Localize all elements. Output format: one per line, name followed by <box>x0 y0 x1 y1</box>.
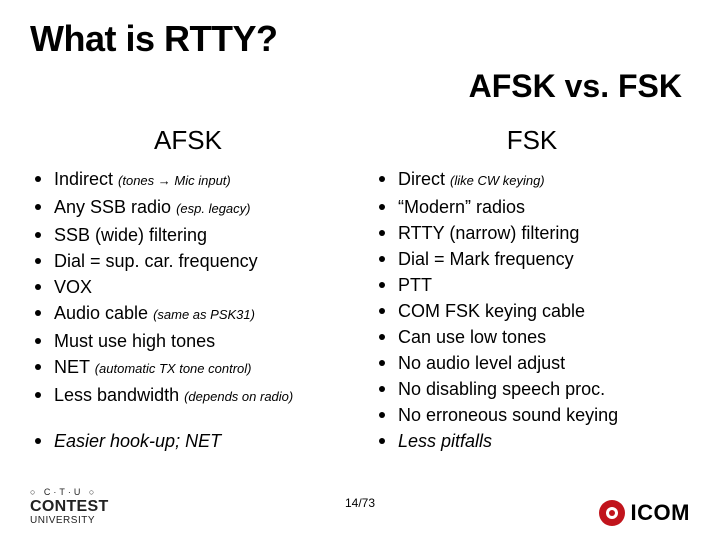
list-item: Dial = sup. car. frequency <box>30 248 346 274</box>
list-item: Must use high tones <box>30 328 346 354</box>
subtitle: AFSK vs. FSK <box>30 68 690 105</box>
list-item-text: Dial = sup. car. frequency <box>54 251 258 271</box>
list-item-text: Any SSB radio <box>54 197 176 217</box>
list-item-text: “Modern” radios <box>398 197 525 217</box>
icom-logo: ICOM <box>599 500 690 526</box>
list-item: Direct (like CW keying) <box>374 166 690 194</box>
bullet-icon <box>379 256 385 262</box>
list-item-note: (same as PSK31) <box>153 307 255 322</box>
list-item-note: (like CW keying) <box>450 173 545 188</box>
list-item: COM FSK keying cable <box>374 298 690 324</box>
icom-circle-icon <box>599 500 625 526</box>
bullet-icon <box>35 204 41 210</box>
right-column: FSK Direct (like CW keying) “Modern” radi… <box>374 125 690 454</box>
list-item-note: (tones → Mic input) <box>118 173 231 188</box>
left-list: Indirect (tones → Mic input)Any SSB radi… <box>30 166 346 454</box>
list-item-text: RTTY (narrow) filtering <box>398 223 579 243</box>
list-item: Dial = Mark frequency <box>374 246 690 272</box>
bullet-icon <box>379 412 385 418</box>
list-item-text: No erroneous sound keying <box>398 405 618 425</box>
list-item: VOX <box>30 274 346 300</box>
list-item-text: VOX <box>54 277 92 297</box>
list-item: No audio level adjust <box>374 350 690 376</box>
list-item: RTTY (narrow) filtering <box>374 220 690 246</box>
list-item-text: Less pitfalls <box>398 431 492 451</box>
bullet-icon <box>35 438 41 444</box>
list-item-text: Less bandwidth <box>54 385 184 405</box>
list-item-text: Dial = Mark frequency <box>398 249 574 269</box>
list-item-text: Easier hook-up; NET <box>54 431 221 451</box>
bullet-icon <box>379 438 385 444</box>
bullet-icon <box>379 230 385 236</box>
bullet-icon <box>379 176 385 182</box>
bullet-icon <box>35 310 41 316</box>
right-heading: FSK <box>374 125 690 156</box>
list-item-text: PTT <box>398 275 432 295</box>
bullet-icon <box>35 364 41 370</box>
list-item: PTT <box>374 272 690 298</box>
list-item-text: Can use low tones <box>398 327 546 347</box>
left-heading: AFSK <box>30 125 346 156</box>
list-item-note: (automatic TX tone control) <box>95 361 252 376</box>
list-item-text: COM FSK keying cable <box>398 301 585 321</box>
right-list: Direct (like CW keying) “Modern” radios RT… <box>374 166 690 454</box>
bullet-icon <box>35 338 41 344</box>
list-item-text: Indirect <box>54 169 118 189</box>
slide: What is RTTY? AFSK vs. FSK AFSK Indirect… <box>0 0 720 540</box>
bullet-icon <box>379 360 385 366</box>
list-item-text: Audio cable <box>54 303 153 323</box>
list-item: Any SSB radio (esp. legacy) <box>30 194 346 222</box>
list-item-text: No audio level adjust <box>398 353 565 373</box>
left-column: AFSK Indirect (tones → Mic input)Any SSB… <box>30 125 346 454</box>
ctu-big: CONTEST <box>30 499 109 516</box>
bullet-icon <box>35 176 41 182</box>
list-item: Can use low tones <box>374 324 690 350</box>
list-item-text: NET <box>54 357 95 377</box>
ctu-sub: UNIVERSITY <box>30 516 109 527</box>
bullet-icon <box>35 232 41 238</box>
list-item-text: SSB (wide) filtering <box>54 225 207 245</box>
page-title: What is RTTY? <box>30 18 690 60</box>
bullet-icon <box>379 334 385 340</box>
list-item: Less bandwidth (depends on radio) <box>30 382 346 410</box>
list-item: NET (automatic TX tone control) <box>30 354 346 382</box>
list-item-note: (esp. legacy) <box>176 201 250 216</box>
list-item: Indirect (tones → Mic input) <box>30 166 346 194</box>
list-item: SSB (wide) filtering <box>30 222 346 248</box>
icom-text: ICOM <box>631 500 690 526</box>
list-item: Audio cable (same as PSK31) <box>30 300 346 328</box>
list-item: “Modern” radios <box>374 194 690 220</box>
ctu-logo: ○ C·T·U ○ CONTEST UNIVERSITY <box>30 488 109 526</box>
list-item: Less pitfalls <box>374 428 690 454</box>
bullet-icon <box>379 308 385 314</box>
list-item-text: Direct <box>398 169 450 189</box>
list-item-text: Must use high tones <box>54 331 215 351</box>
list-item-note: (depends on radio) <box>184 389 293 404</box>
list-item: Easier hook-up; NET <box>30 428 346 454</box>
bullet-icon <box>35 258 41 264</box>
footer: ○ C·T·U ○ CONTEST UNIVERSITY ICOM <box>0 488 720 526</box>
list-item: No disabling speech proc. <box>374 376 690 402</box>
ctu-dots: ○ C·T·U ○ <box>30 488 109 497</box>
bullet-icon <box>379 282 385 288</box>
columns: AFSK Indirect (tones → Mic input)Any SSB… <box>30 125 690 454</box>
bullet-icon <box>379 204 385 210</box>
list-item: No erroneous sound keying <box>374 402 690 428</box>
bullet-icon <box>379 386 385 392</box>
list-item-text: No disabling speech proc. <box>398 379 605 399</box>
bullet-icon <box>35 284 41 290</box>
bullet-icon <box>35 392 41 398</box>
